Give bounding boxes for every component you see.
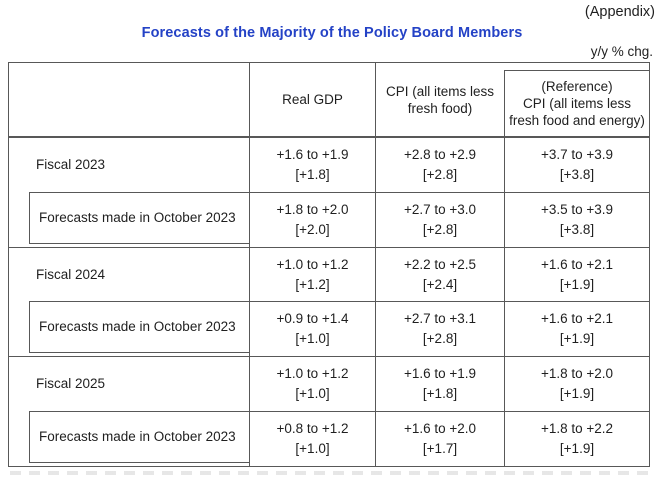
- value-median: [+2.0]: [295, 221, 330, 237]
- appendix-label: (Appendix): [584, 4, 655, 20]
- page-title: Forecasts of the Majority of the Policy …: [141, 25, 523, 41]
- cell-cpi-forecast-fy2023: +2.7 to +3.0 [+2.8]: [375, 191, 504, 247]
- value-median: [+2.8]: [422, 331, 458, 347]
- cell-gdp-forecast-fy2023: +1.8 to +2.0 [+2.0]: [249, 191, 375, 247]
- value-range: +2.7 to +3.0: [403, 201, 477, 217]
- value-median: [+2.8]: [422, 166, 458, 182]
- value-median: [+1.2]: [295, 276, 330, 292]
- cell-ref-forecast-fy2023: +3.5 to +3.9 [+3.8]: [504, 191, 649, 247]
- forecast-inset-box: Forecasts made in October 2023: [29, 191, 249, 244]
- value-median: [+1.9]: [559, 276, 595, 292]
- value-median: [+1.0]: [295, 441, 330, 457]
- cell-ref-forecast-fy2025: +1.8 to +2.2 [+1.9]: [504, 411, 649, 466]
- forecast-inset-box: Forecasts made in October 2023: [29, 301, 249, 354]
- row-label-fiscal-2025: Fiscal 2025: [9, 356, 249, 411]
- value-range: +2.8 to +2.9: [403, 146, 477, 162]
- cell-ref-fiscal-2023: +3.7 to +3.9 [+3.8]: [504, 137, 649, 192]
- cell-gdp-fiscal-2023: +1.6 to +1.9 [+1.8]: [249, 137, 375, 192]
- value-median: [+3.8]: [559, 221, 595, 237]
- header-cell-reference: (Reference) CPI (all items less fresh fo…: [504, 63, 649, 137]
- row-label-fiscal-2023: Fiscal 2023: [9, 137, 249, 192]
- cell-ref-fiscal-2025: +1.8 to +2.0 [+1.9]: [504, 356, 649, 412]
- value-median: [+1.8]: [422, 386, 458, 402]
- row-label-fiscal-2024: Fiscal 2024: [9, 246, 249, 302]
- value-range: +3.7 to +3.9: [540, 146, 614, 162]
- cell-cpi-forecast-fy2025: +1.6 to +2.0 [+1.7]: [375, 411, 504, 466]
- header-cell-empty: [9, 63, 249, 137]
- cell-cpi-fiscal-2025: +1.6 to +1.9 [+1.8]: [375, 356, 504, 412]
- value-range: +1.8 to +2.0: [276, 201, 349, 217]
- value-range: +1.6 to +2.1: [540, 311, 614, 327]
- value-range: +1.6 to +2.0: [403, 421, 477, 437]
- cell-cpi-fiscal-2023: +2.8 to +2.9 [+2.8]: [375, 137, 504, 192]
- forecast-label: Forecasts made in October 2023: [39, 319, 236, 335]
- forecast-inset-box: Forecasts made in October 2023: [29, 411, 249, 463]
- value-range: +1.6 to +2.1: [540, 256, 614, 272]
- cell-gdp-forecast-fy2025: +0.8 to +1.2 [+1.0]: [249, 411, 375, 466]
- value-range: +2.2 to +2.5: [403, 256, 477, 272]
- value-range: +2.7 to +3.1: [403, 311, 477, 327]
- row-label-forecast-oct-2023-fy2023: Forecasts made in October 2023: [9, 191, 249, 247]
- cell-ref-forecast-fy2024: +1.6 to +2.1 [+1.9]: [504, 301, 649, 357]
- reference-header-box: (Reference) CPI (all items less fresh fo…: [504, 70, 649, 136]
- cell-gdp-forecast-fy2024: +0.9 to +1.4 [+1.0]: [249, 301, 375, 357]
- value-range: +0.9 to +1.4: [276, 311, 349, 327]
- value-range: +1.0 to +1.2: [276, 366, 349, 382]
- cell-cpi-fiscal-2024: +2.2 to +2.5 [+2.4]: [375, 246, 504, 302]
- row-label-forecast-oct-2023-fy2024: Forecasts made in October 2023: [9, 301, 249, 356]
- reference-header-line2: CPI (all items less fresh food and energ…: [509, 96, 645, 128]
- unit-label: y/y % chg.: [590, 44, 653, 59]
- value-range: +1.0 to +1.2: [276, 256, 349, 272]
- cell-cpi-forecast-fy2024: +2.7 to +3.1 [+2.8]: [375, 301, 504, 357]
- reference-header-line1: (Reference): [541, 79, 613, 94]
- value-range: +1.8 to +2.0: [540, 366, 614, 382]
- value-median: [+2.8]: [422, 221, 458, 237]
- value-median: [+1.0]: [295, 331, 330, 347]
- value-median: [+3.8]: [559, 166, 595, 182]
- value-median: [+1.7]: [422, 441, 458, 457]
- cell-ref-fiscal-2024: +1.6 to +2.1 [+1.9]: [504, 246, 649, 302]
- cell-gdp-fiscal-2024: +1.0 to +1.2 [+1.2]: [249, 246, 375, 302]
- cropped-note-remnant: [10, 471, 652, 475]
- value-range: +1.6 to +1.9: [276, 146, 349, 162]
- row-label-forecast-oct-2023-fy2025: Forecasts made in October 2023: [9, 411, 249, 466]
- value-median: [+2.4]: [422, 276, 458, 292]
- value-median: [+1.9]: [559, 386, 595, 402]
- forecast-label: Forecasts made in October 2023: [39, 429, 236, 445]
- cell-gdp-fiscal-2025: +1.0 to +1.2 [+1.0]: [249, 356, 375, 412]
- value-range: +0.8 to +1.2: [276, 421, 349, 437]
- value-median: [+1.9]: [559, 441, 595, 457]
- value-range: +1.6 to +1.9: [403, 366, 477, 382]
- header-cell-real-gdp: Real GDP: [249, 63, 375, 137]
- value-range: +3.5 to +3.9: [540, 201, 614, 217]
- value-median: [+1.8]: [295, 166, 330, 182]
- value-range: +1.8 to +2.2: [540, 421, 614, 437]
- value-median: [+1.0]: [295, 386, 330, 402]
- forecast-table: Real GDP CPI (all items less fresh food)…: [8, 62, 650, 467]
- header-cell-cpi: CPI (all items less fresh food): [375, 63, 504, 137]
- forecast-label: Forecasts made in October 2023: [39, 209, 236, 225]
- value-median: [+1.9]: [559, 331, 595, 347]
